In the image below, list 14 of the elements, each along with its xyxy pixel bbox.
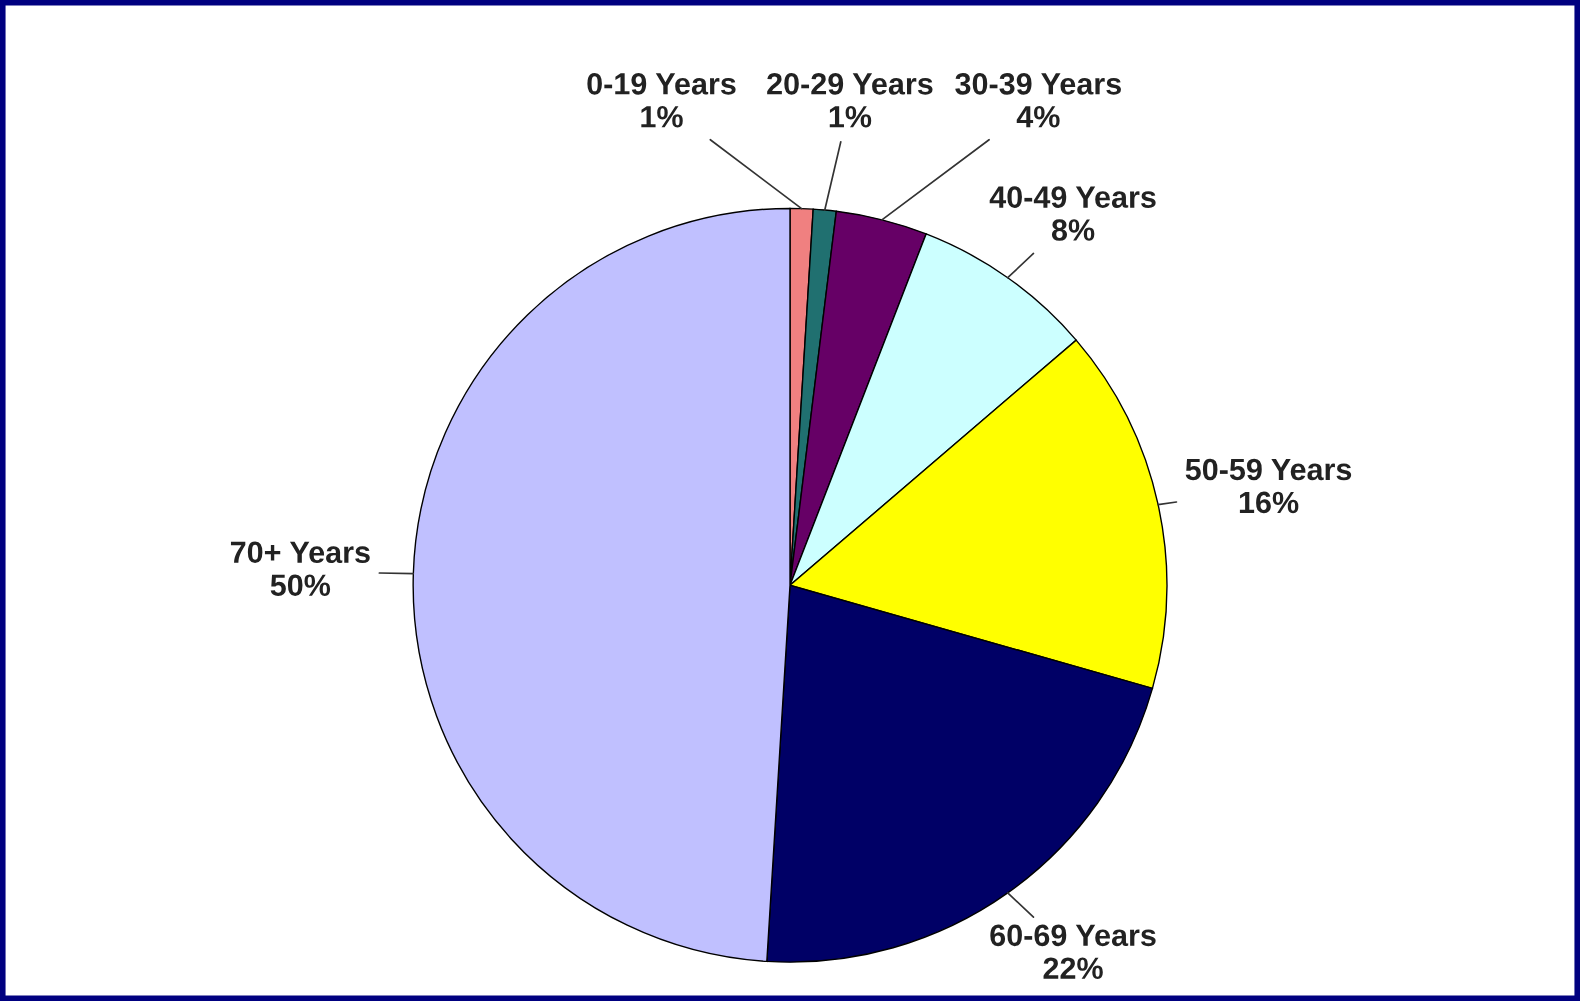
- slice-label: 50-59 Years: [1185, 458, 1352, 481]
- data-label: 50%: [270, 574, 331, 597]
- slice-label: 70+ Years: [230, 541, 370, 564]
- data-label: 22%: [1043, 957, 1103, 979]
- slice-label: 40-49 Years: [989, 186, 1156, 208]
- slice-label: 20-29 Years: [767, 73, 933, 95]
- data-label: 1%: [829, 106, 872, 128]
- slice-label: 30-39 Years: [955, 73, 1121, 95]
- data-label: 1%: [641, 106, 683, 128]
- slice-label: 0-19 Years: [587, 73, 736, 95]
- slice-label: 60-69 Years: [990, 924, 1156, 947]
- data-label: 16%: [1239, 491, 1299, 514]
- data-label: 4%: [1016, 106, 1060, 128]
- data-label: 8%: [1051, 219, 1095, 241]
